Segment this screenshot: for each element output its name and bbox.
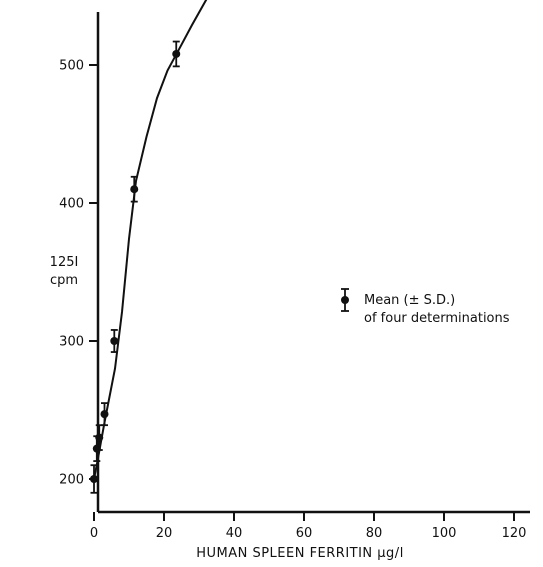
x-tick-label: 0 [90, 526, 98, 541]
legend-line-2: of four determinations [364, 311, 510, 326]
x-tick-label: 100 [432, 526, 457, 541]
data-point [95, 424, 104, 451]
data-points [90, 40, 181, 494]
y-ticks: 200300400500600700 [59, 59, 97, 488]
legend-line-1: Mean (± S.D.) [364, 293, 455, 308]
data-point [130, 175, 139, 203]
fit-curve [93, 0, 208, 480]
y-axis: 200300400500600700 [59, 12, 100, 512]
x-tick-label: 20 [156, 526, 173, 541]
x-axis-label: HUMAN SPLEEN FERRITIN µg/l [196, 546, 404, 561]
x-tick-label: 120 [502, 526, 527, 541]
data-point [90, 464, 98, 494]
legend-marker [341, 288, 349, 312]
point-marker [110, 337, 119, 345]
data-point [172, 40, 181, 68]
x-axis: 0 20 40 60 80 100 120 [90, 510, 530, 541]
x-tick-label: 80 [366, 526, 383, 541]
x-ticks: 0 20 40 60 80 100 120 [90, 512, 527, 541]
y-axis-label-isotope: 125I [50, 255, 79, 270]
y-axis-label: 125I cpm [50, 255, 79, 288]
point-marker [130, 185, 139, 194]
y-tick-label: 400 [59, 197, 84, 212]
point-marker [100, 410, 109, 419]
y-tick-label: 200 [59, 473, 84, 488]
y-axis-label-unit: cpm [50, 273, 78, 288]
x-tick-label: 60 [296, 526, 313, 541]
point-marker [172, 49, 181, 58]
data-point [100, 402, 109, 427]
point-marker [95, 433, 104, 442]
data-point [110, 329, 119, 353]
point-marker [90, 475, 98, 483]
legend: Mean (± S.D.) of four determinations [341, 288, 510, 326]
y-tick-label: 500 [59, 59, 84, 74]
y-tick-label: 300 [59, 335, 84, 350]
x-tick-label: 40 [226, 526, 243, 541]
